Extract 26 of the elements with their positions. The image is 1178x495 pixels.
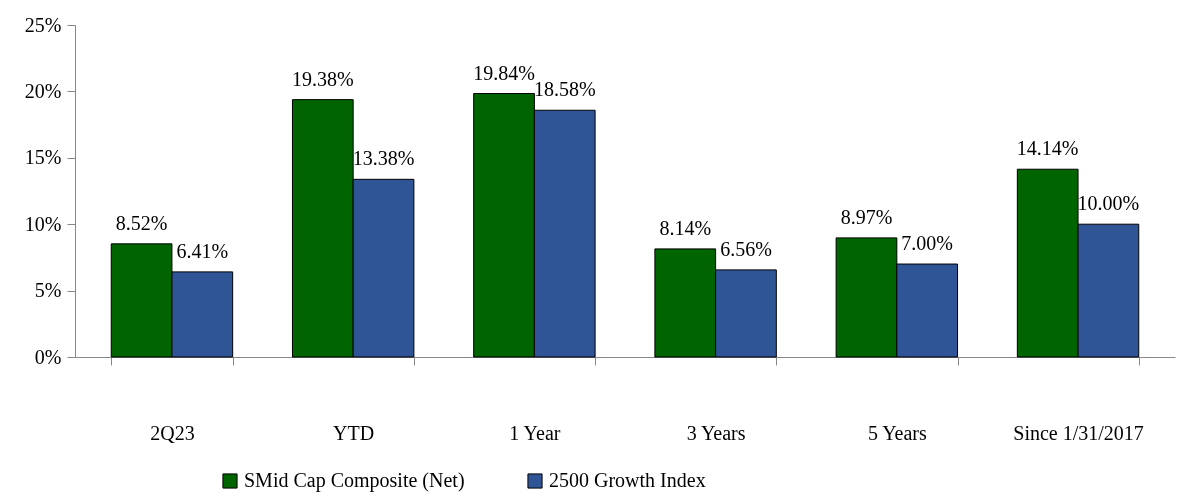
x-tick-label: YTD	[333, 421, 375, 444]
y-tick-label: 15%	[24, 146, 62, 169]
y-tick-label: 25%	[24, 13, 62, 36]
data-label: 6.56%	[720, 237, 772, 260]
x-tick-label: Since 1/31/2017	[1013, 421, 1144, 444]
x-tick-label: 3 Years	[686, 421, 746, 444]
data-label: 13.38%	[352, 147, 415, 170]
y-tick-label: 5%	[34, 279, 62, 302]
data-label: 8.52%	[115, 211, 168, 234]
y-tick-label: 20%	[24, 79, 62, 102]
data-label: 14.14%	[1016, 137, 1079, 160]
data-label: 8.14%	[659, 216, 712, 239]
legend-label: 2500 Growth Index	[549, 469, 706, 491]
x-tick-label: 2Q23	[150, 421, 195, 444]
x-tick-label: 5 Years	[867, 421, 927, 444]
data-label: 8.97%	[840, 205, 893, 228]
y-tick-label: 10%	[24, 212, 62, 235]
data-label: 10.00%	[1077, 192, 1140, 215]
data-label: 19.38%	[291, 67, 354, 90]
y-tick-label: 0%	[34, 345, 62, 368]
data-label: 18.58%	[533, 78, 596, 101]
data-label: 19.84%	[473, 61, 535, 84]
data-label: 7.00%	[901, 232, 954, 255]
x-tick-label: 1 Year	[509, 421, 561, 444]
data-label: 6.41%	[176, 239, 229, 262]
legend-label: SMid Cap Composite (Net)	[244, 469, 465, 492]
